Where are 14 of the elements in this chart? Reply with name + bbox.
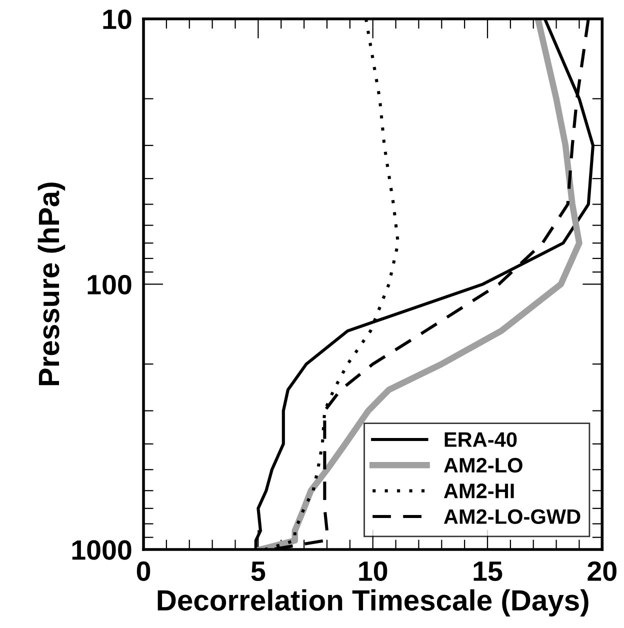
x-tick-label: 20 (588, 561, 616, 582)
y-tick-label: 1000 (72, 540, 132, 560)
y-tick-label: 10 (103, 10, 132, 30)
legend-label: AM2-LO (444, 458, 522, 473)
x-tick-label: 5 (251, 562, 266, 582)
y-axis-title: Pressure (hPa) (38, 182, 66, 386)
legend-label: AM2-LO-GWD (444, 509, 580, 524)
x-tick-label: 15 (474, 562, 502, 582)
x-tick-label: 10 (359, 561, 388, 582)
legend-label: AM2-HI (444, 484, 514, 498)
x-axis-title: Decorrelation Timescale (Days) (158, 589, 588, 616)
legend-label: ERA-40 (444, 432, 517, 447)
y-tick-label: 100 (88, 274, 132, 295)
x-tick-label: 0 (136, 561, 150, 582)
